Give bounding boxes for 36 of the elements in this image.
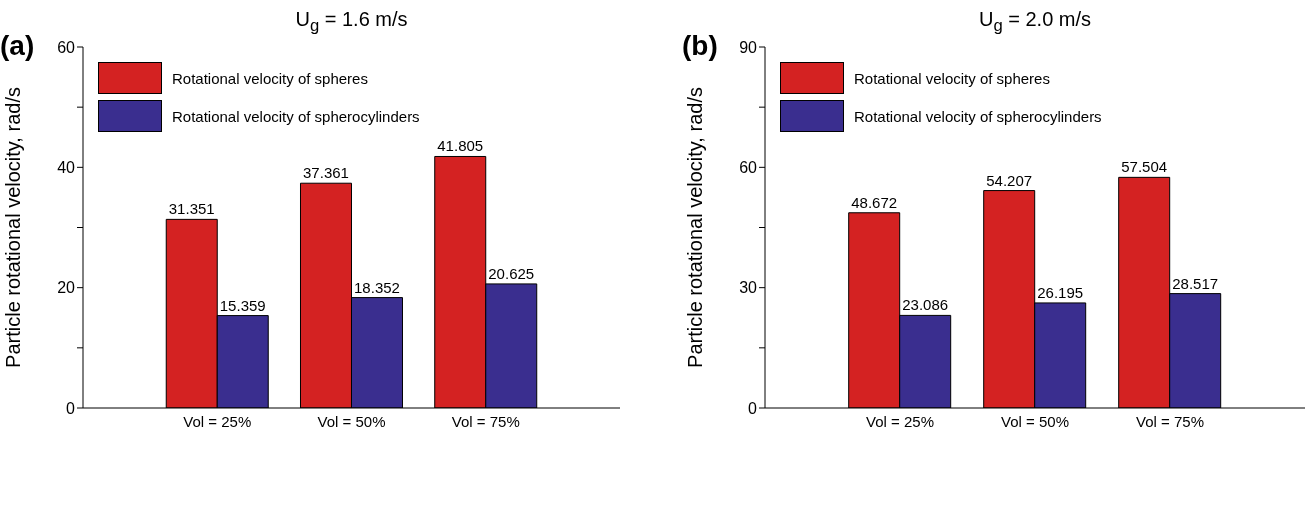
data-label: 41.805 xyxy=(437,137,484,155)
x-tick-label: Vol = 25% xyxy=(866,412,934,430)
chart-title: U$_{g}$ = 2.0 m/s xyxy=(977,8,1093,36)
data-label: 54.207 xyxy=(986,171,1033,189)
y-tick-label: 40 xyxy=(57,159,76,177)
legend-label: Rotational velocity of spherocylinders xyxy=(854,107,1102,125)
y-tick-label: 30 xyxy=(739,279,758,297)
y-tick-label: 60 xyxy=(57,38,76,56)
y-tick-label: 60 xyxy=(739,159,758,177)
data-label: 28.517 xyxy=(1172,274,1219,292)
data-label: 20.625 xyxy=(488,264,535,282)
text: (b) xyxy=(682,30,719,62)
y-tick-label: 0 xyxy=(66,399,76,417)
x-tick-label: Vol = 25% xyxy=(183,412,252,430)
y-tick-label: 90 xyxy=(739,38,758,56)
data-label: 26.195 xyxy=(1037,283,1084,301)
y-tick-label: 0 xyxy=(748,399,758,417)
text: (a) xyxy=(0,30,36,62)
y-tick-label: 20 xyxy=(57,279,76,297)
data-label: 57.504 xyxy=(1121,158,1168,176)
x-tick-label: Vol = 50% xyxy=(317,412,386,430)
legend-label: Rotational velocity of spheres xyxy=(172,69,368,87)
x-tick-label: Vol = 50% xyxy=(1001,412,1069,430)
data-label: 31.351 xyxy=(168,200,215,218)
legend-label: Rotational velocity of spherocylinders xyxy=(172,107,420,125)
data-label: 23.086 xyxy=(902,296,949,314)
data-label: 48.672 xyxy=(851,193,898,211)
data-label: 15.359 xyxy=(219,296,266,314)
data-label: 37.361 xyxy=(303,164,349,182)
chart-title: U$_{g}$ = 1.6 m/s xyxy=(294,8,409,36)
data-label: 18.352 xyxy=(354,278,400,296)
y-axis-title: Particle rotational velocity, rad/s xyxy=(2,87,25,368)
legend-label: Rotational velocity of spheres xyxy=(854,69,1050,87)
y-axis-title: Particle rotational velocity, rad/s xyxy=(684,87,707,368)
x-tick-label: Vol = 75% xyxy=(1136,412,1204,430)
x-tick-label: Vol = 75% xyxy=(451,412,520,430)
